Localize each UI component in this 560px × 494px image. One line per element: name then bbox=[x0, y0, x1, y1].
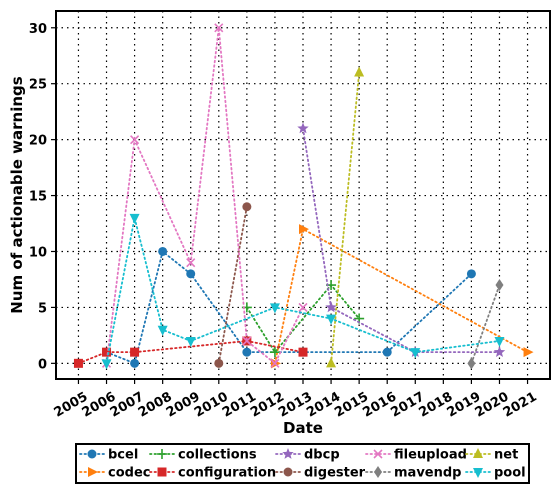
legend-item-codec: codec bbox=[79, 466, 150, 481]
data-point-codec bbox=[299, 224, 309, 235]
y-tick-label: 10 bbox=[29, 245, 47, 260]
data-point-configuration bbox=[73, 358, 83, 368]
data-point-dbcp bbox=[325, 301, 337, 313]
data-point-net bbox=[326, 357, 337, 368]
legend-marker bbox=[374, 466, 382, 478]
legend-marker bbox=[282, 448, 294, 459]
legend-item-digester: digester bbox=[275, 466, 366, 481]
y-tick-label: 15 bbox=[29, 190, 47, 205]
y-tick-label: 25 bbox=[29, 78, 47, 93]
x-axis-ticks: 2005200620072008200920102011201220132014… bbox=[52, 379, 540, 421]
legend-label: dbcp bbox=[304, 448, 340, 463]
data-point-mavendp bbox=[467, 357, 476, 370]
legend-marker bbox=[88, 467, 98, 477]
x-axis-label: Date bbox=[283, 419, 323, 437]
legend-label: fileupload bbox=[394, 448, 467, 463]
series-line-codec bbox=[274, 227, 529, 365]
series-line-mavendp bbox=[470, 284, 501, 365]
y-tick-label: 0 bbox=[38, 357, 47, 372]
y-tick-label: 30 bbox=[29, 22, 47, 37]
data-point-mavendp bbox=[495, 279, 504, 292]
legend-marker bbox=[157, 467, 167, 477]
data-point-dbcp bbox=[297, 122, 309, 134]
series-line-dbcp bbox=[302, 127, 501, 354]
legend-item-pool: pool bbox=[465, 466, 526, 481]
data-point-configuration bbox=[102, 347, 112, 357]
data-point-dbcp bbox=[493, 346, 506, 358]
legend-frame bbox=[75, 443, 530, 484]
legend-marker bbox=[87, 449, 97, 459]
data-point-collections bbox=[269, 347, 280, 358]
data-point-configuration bbox=[130, 347, 140, 357]
y-tick-label: 5 bbox=[38, 301, 47, 316]
data-point-fileupload bbox=[242, 336, 252, 346]
series-bcel bbox=[102, 246, 476, 368]
legend-item-mavendp: mavendp bbox=[365, 466, 461, 481]
series-pool bbox=[101, 213, 505, 370]
data-point-pool bbox=[101, 359, 112, 370]
legend-label: configuration bbox=[178, 466, 276, 481]
data-point-pool bbox=[326, 314, 337, 325]
series-line-digester bbox=[217, 205, 248, 365]
legend-label: collections bbox=[178, 448, 257, 463]
legend-item-dbcp: dbcp bbox=[275, 448, 340, 463]
data-point-fileupload bbox=[130, 135, 140, 145]
data-point-digester bbox=[242, 202, 252, 212]
y-axis-ticks: 0 5 10 15 20 25 30 bbox=[29, 22, 56, 372]
data-point-bcel bbox=[158, 246, 168, 256]
data-point-net bbox=[354, 66, 365, 77]
legend-marker bbox=[283, 467, 293, 477]
legend-item-configuration: configuration bbox=[149, 466, 276, 481]
data-point-bcel bbox=[242, 347, 252, 357]
series-mavendp bbox=[467, 279, 504, 370]
legend-label: digester bbox=[304, 466, 366, 481]
legend-label: bcel bbox=[108, 448, 138, 463]
legend-label: pool bbox=[494, 466, 526, 481]
data-point-codec bbox=[523, 347, 534, 358]
data-point-pool bbox=[269, 303, 280, 314]
legend: bcel collections dbcp fileupload net codec con… bbox=[75, 443, 530, 484]
data-point-pool bbox=[129, 213, 140, 224]
series-digester bbox=[214, 202, 252, 368]
y-axis-label: Num of actionable warnings bbox=[8, 76, 26, 313]
series-dbcp bbox=[297, 122, 506, 358]
legend-label: mavendp bbox=[394, 466, 461, 481]
legend-item-fileupload: fileupload bbox=[365, 448, 467, 463]
legend-item-net: net bbox=[465, 448, 518, 463]
data-point-pool bbox=[410, 348, 421, 359]
legend-label: codec bbox=[108, 466, 150, 481]
data-point-digester bbox=[214, 358, 224, 368]
legend-marker bbox=[473, 468, 483, 478]
data-point-fileupload bbox=[270, 358, 280, 368]
data-point-bcel bbox=[186, 269, 196, 279]
y-tick-label: 20 bbox=[29, 134, 47, 149]
data-point-pool bbox=[185, 336, 196, 347]
series-line-pool bbox=[105, 217, 501, 365]
data-point-bcel bbox=[130, 358, 140, 368]
legend-label: net bbox=[494, 448, 518, 463]
series-layer bbox=[73, 23, 534, 370]
data-point-fileupload bbox=[186, 258, 196, 268]
data-point-configuration bbox=[298, 347, 308, 357]
legend-marker bbox=[473, 448, 483, 458]
legend-marker bbox=[373, 449, 383, 459]
data-point-bcel bbox=[382, 347, 392, 357]
data-point-pool bbox=[157, 325, 168, 336]
data-point-bcel bbox=[466, 269, 476, 279]
legend-item-collections: collections bbox=[149, 448, 257, 463]
series-line-collections bbox=[245, 283, 361, 354]
data-point-fileupload bbox=[214, 23, 224, 33]
data-point-fileupload bbox=[298, 302, 308, 312]
grid-lines bbox=[56, 11, 550, 379]
legend-marker bbox=[157, 449, 167, 459]
data-point-pool bbox=[494, 336, 505, 347]
legend-item-bcel: bcel bbox=[79, 448, 138, 463]
